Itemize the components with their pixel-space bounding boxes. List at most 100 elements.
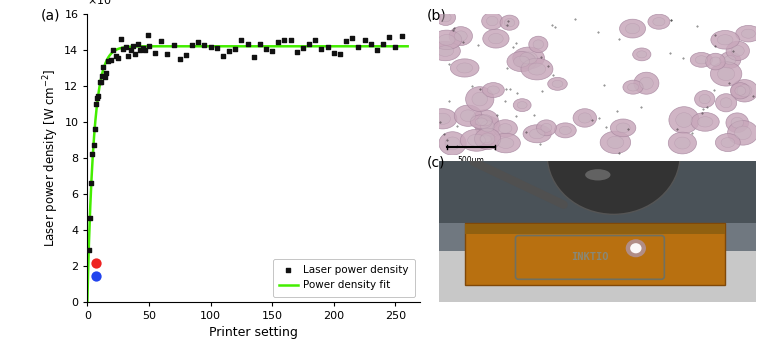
Ellipse shape [520, 52, 537, 64]
Ellipse shape [498, 138, 514, 149]
Ellipse shape [616, 123, 630, 133]
Laser power density [260, 46, 272, 51]
Text: (c): (c) [427, 155, 445, 169]
Ellipse shape [483, 29, 509, 48]
Laser power density [204, 44, 217, 50]
Power density fit [338, 44, 347, 48]
Ellipse shape [721, 138, 735, 147]
Laser power density [122, 53, 134, 59]
Circle shape [547, 96, 680, 214]
Laser power density [89, 126, 101, 132]
Ellipse shape [528, 63, 546, 75]
Laser power density [377, 41, 389, 47]
Ellipse shape [600, 131, 631, 154]
Ellipse shape [628, 83, 638, 91]
Laser power density [161, 51, 173, 57]
Ellipse shape [578, 113, 591, 123]
Power density fit [224, 44, 233, 48]
Laser power density [303, 41, 315, 47]
Laser power density [192, 39, 204, 44]
Laser power density [135, 48, 147, 53]
Ellipse shape [619, 19, 645, 38]
Laser power density [93, 93, 105, 99]
Laser power density [86, 151, 98, 157]
Laser power density [127, 43, 139, 49]
Ellipse shape [541, 124, 552, 132]
Ellipse shape [691, 112, 719, 131]
Laser power density [359, 37, 371, 43]
Ellipse shape [715, 134, 740, 152]
Laser power density [129, 51, 141, 57]
Laser power density [186, 42, 198, 48]
Laser power density [395, 34, 407, 39]
Laser power density [236, 37, 248, 42]
Ellipse shape [514, 56, 530, 67]
Laser power density [229, 46, 241, 52]
Ellipse shape [705, 53, 726, 70]
Ellipse shape [676, 113, 692, 127]
Ellipse shape [710, 57, 721, 66]
Laser power density [371, 48, 383, 53]
Laser power density [85, 181, 97, 186]
Ellipse shape [482, 12, 503, 29]
Ellipse shape [634, 72, 659, 94]
Ellipse shape [483, 83, 505, 98]
Ellipse shape [513, 47, 544, 69]
Ellipse shape [675, 137, 690, 149]
Circle shape [630, 243, 641, 253]
Bar [439, 223, 756, 302]
Ellipse shape [731, 79, 758, 102]
Ellipse shape [537, 120, 556, 136]
Laser power density [119, 44, 131, 50]
Laser power density [87, 142, 100, 148]
Point [90, 260, 102, 266]
Laser power density [109, 53, 122, 59]
Ellipse shape [637, 51, 647, 58]
Laser power density [297, 45, 309, 51]
Ellipse shape [505, 18, 515, 27]
Ellipse shape [499, 124, 512, 133]
Line: Power density fit: Power density fit [87, 46, 407, 302]
Ellipse shape [521, 58, 553, 80]
Ellipse shape [610, 119, 636, 137]
Laser power density [84, 215, 96, 220]
Ellipse shape [554, 123, 576, 138]
Laser power density [365, 41, 377, 47]
Y-axis label: Laser power density [W cm$^{-2}$]: Laser power density [W cm$^{-2}$] [42, 69, 62, 247]
Power density fit [339, 44, 348, 48]
Laser power density [95, 79, 107, 85]
Ellipse shape [690, 52, 713, 67]
Bar [439, 161, 756, 223]
Power density fit [302, 44, 312, 48]
Ellipse shape [454, 31, 467, 41]
Ellipse shape [466, 87, 494, 111]
Laser power density [112, 55, 125, 61]
Ellipse shape [653, 18, 665, 26]
Text: (a): (a) [41, 8, 60, 22]
Laser power density [143, 44, 155, 49]
Laser power density [93, 79, 106, 85]
Power density fit [116, 46, 125, 50]
Ellipse shape [648, 14, 670, 29]
Laser power density [254, 41, 266, 47]
Ellipse shape [726, 113, 749, 133]
Ellipse shape [461, 129, 492, 151]
Ellipse shape [486, 16, 498, 26]
Ellipse shape [471, 110, 499, 130]
Ellipse shape [432, 30, 462, 50]
Laser power density [117, 46, 129, 52]
Ellipse shape [731, 45, 744, 56]
Text: $\times 10^4$: $\times 10^4$ [87, 0, 118, 8]
Laser power density [100, 70, 112, 76]
Ellipse shape [717, 35, 733, 45]
Ellipse shape [735, 86, 746, 95]
Laser power density [383, 34, 395, 39]
Laser power density [272, 40, 284, 45]
Ellipse shape [513, 99, 531, 112]
Laser power density [248, 54, 260, 60]
Laser power density [96, 74, 108, 79]
Laser power density [321, 45, 334, 50]
Power density fit [83, 300, 92, 304]
Ellipse shape [573, 109, 597, 127]
Laser power density [309, 37, 321, 43]
